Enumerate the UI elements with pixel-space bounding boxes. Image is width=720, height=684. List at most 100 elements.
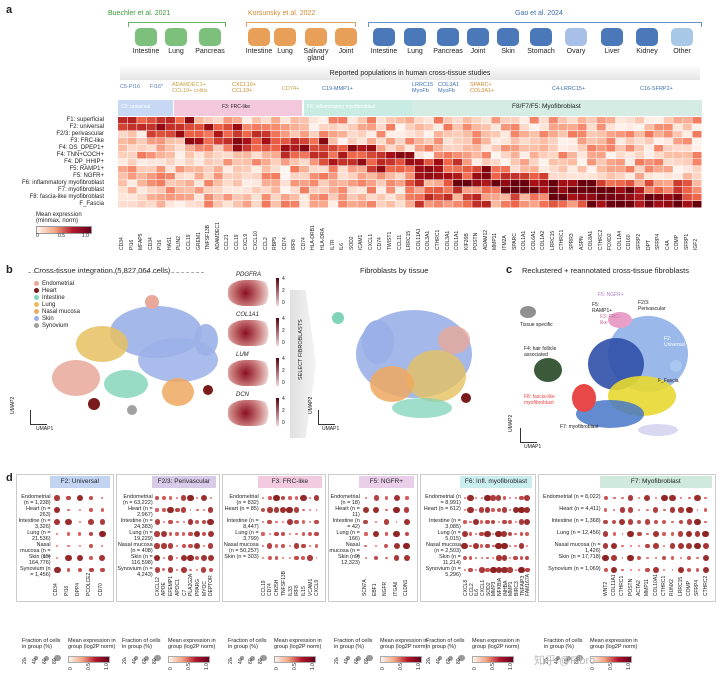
- heatmap-gene-label: COL8A1: [588, 230, 595, 250]
- dotplot-dot: [404, 531, 410, 537]
- heatmap-cell: [118, 138, 128, 145]
- heatmap-cell: [175, 145, 185, 152]
- heatmap-cell: [204, 180, 214, 187]
- dotplot-dot: [502, 496, 507, 500]
- heatmap-cell: [319, 152, 329, 159]
- heatmap-cell: [625, 131, 635, 138]
- legend-mean-tick: 1.0: [626, 663, 632, 670]
- heatmap-gene-label: COL11A1: [415, 228, 422, 250]
- heatmap-cell: [443, 117, 453, 124]
- dashed-rule: [28, 272, 204, 273]
- mini-gene-label: PDGFRA: [236, 272, 262, 278]
- mini-scale-tick: 4: [282, 276, 285, 282]
- dotplot-dot: [524, 567, 530, 573]
- heatmap-cell: [127, 194, 137, 201]
- heatmap-cell: [453, 145, 463, 152]
- heatmap-cell: [271, 173, 281, 180]
- heatmap-cell: [242, 124, 252, 131]
- dotplot-dot: [502, 519, 507, 525]
- liver-icon: [601, 28, 623, 46]
- legend-fraction-dot: [240, 656, 244, 660]
- heatmap-cell: [146, 138, 156, 145]
- dotplot-dot: [405, 496, 409, 500]
- dotplot-dot: [637, 508, 641, 512]
- dotplot-dot: [78, 520, 81, 524]
- dotplot-dot: [685, 506, 693, 514]
- heatmap-cell: [127, 180, 137, 187]
- heatmap-cell: [127, 124, 137, 131]
- dotplot-dot: [207, 543, 214, 549]
- dotplot-dot: [54, 519, 61, 525]
- heatmap-cell: [615, 145, 625, 152]
- heatmap-cell: [682, 180, 692, 187]
- heatmap-cell: [548, 117, 558, 124]
- dotplot-row-label: Intestine (n = 3,085): [428, 518, 461, 530]
- panel-d-label: d: [6, 472, 13, 484]
- heatmap-cell: [395, 152, 405, 159]
- dotplot-dot: [702, 543, 709, 549]
- heatmap-cell: [175, 159, 185, 166]
- heatmap-cell: [118, 152, 128, 159]
- heatmap-cell: [118, 166, 128, 173]
- heatmap-cell: [213, 173, 223, 180]
- heatmap-cell: [194, 166, 204, 173]
- colorbar-title: Mean expression (minmax, norm): [36, 212, 82, 224]
- dotplot-row-label: Heart (n = 11): [335, 506, 360, 518]
- heatmap-cell: [386, 124, 396, 131]
- dotplot-dot: [663, 545, 665, 547]
- heatmap-cell: [424, 124, 434, 131]
- heatmap-cell: [194, 180, 204, 187]
- heatmap-cell: [682, 194, 692, 201]
- heatmap-cell: [376, 201, 386, 208]
- dotplot-dot: [644, 495, 651, 501]
- heatmap-cell: [414, 131, 424, 138]
- dotplot-dot: [288, 496, 292, 500]
- heatmap-cell: [548, 166, 558, 173]
- mini-scale-tick: 2: [282, 288, 285, 294]
- heatmap-cell: [118, 173, 128, 180]
- heatmap-cell: [280, 180, 290, 187]
- dotplot-row-label: Nasal mucosa (n = 15): [20, 542, 51, 560]
- heatmap-cell: [357, 187, 367, 194]
- heatmap-cell: [606, 173, 616, 180]
- heatmap-cell: [309, 173, 319, 180]
- dotplot-gene-label: DEPTOR: [208, 575, 215, 596]
- heatmap-gene-label: CD34: [147, 237, 154, 250]
- heatmap-cell: [395, 194, 405, 201]
- heatmap-cell: [558, 187, 568, 194]
- heatmap-cell: [242, 145, 252, 152]
- legend-fraction-dot: [428, 657, 430, 659]
- heatmap-cell: [424, 159, 434, 166]
- heatmap-cell: [223, 138, 233, 145]
- dotplot-dot: [671, 569, 674, 571]
- heatmap-cell: [433, 138, 443, 145]
- heatmap-cell: [357, 117, 367, 124]
- dotplot-dot: [475, 497, 477, 499]
- heatmap-cell: [443, 159, 453, 166]
- heatmap-cell: [539, 124, 549, 131]
- heatmap-cell: [606, 117, 616, 124]
- heatmap-cell: [204, 166, 214, 173]
- dotplot-dot: [201, 531, 207, 537]
- heatmap-cell: [625, 166, 635, 173]
- dotplot-dot: [687, 496, 691, 500]
- dotplot-gene-label: VCAM1: [307, 578, 314, 596]
- heatmap-cell: [596, 194, 606, 201]
- dotplot-dot: [195, 556, 200, 560]
- heatmap-cell: [357, 131, 367, 138]
- heatmap-cell: [634, 180, 645, 187]
- heatmap-cell: [539, 194, 549, 201]
- dotplot-dot: [154, 567, 160, 573]
- heatmap-cell: [510, 194, 520, 201]
- heatmap-cell: [577, 201, 587, 208]
- heatmap-cell: [462, 131, 472, 138]
- dotplot-dot: [364, 532, 368, 536]
- heatmap-cell: [414, 201, 424, 208]
- heatmap-cell: [137, 173, 147, 180]
- heatmap-cell: [644, 131, 654, 138]
- heatmap-cell: [328, 166, 338, 173]
- legend-mean-tick: 1.0: [104, 663, 110, 670]
- heatmap-cell: [615, 201, 625, 208]
- heatmap-cell: [290, 138, 300, 145]
- organ-lung-3: Lung: [402, 28, 428, 55]
